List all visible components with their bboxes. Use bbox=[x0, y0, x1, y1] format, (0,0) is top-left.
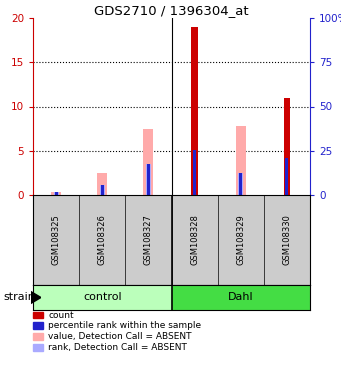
Bar bbox=[238, 173, 243, 195]
Bar bbox=[55, 192, 58, 195]
Bar bbox=[146, 164, 151, 195]
Text: Dahl: Dahl bbox=[228, 293, 254, 303]
Bar bbox=[284, 98, 290, 195]
Bar bbox=[143, 129, 153, 195]
Bar bbox=[100, 185, 105, 195]
Bar bbox=[239, 173, 242, 195]
Bar bbox=[54, 192, 59, 195]
Bar bbox=[147, 164, 150, 195]
Bar bbox=[51, 192, 61, 195]
Text: GSM108330: GSM108330 bbox=[282, 215, 292, 265]
Text: count: count bbox=[48, 311, 74, 319]
Bar bbox=[97, 173, 107, 195]
Text: GSM108326: GSM108326 bbox=[98, 215, 107, 265]
Text: strain: strain bbox=[3, 293, 35, 303]
Text: value, Detection Call = ABSENT: value, Detection Call = ABSENT bbox=[48, 332, 192, 341]
Text: GSM108325: GSM108325 bbox=[51, 215, 61, 265]
Polygon shape bbox=[31, 291, 41, 304]
Bar bbox=[101, 185, 104, 195]
Bar bbox=[285, 158, 288, 195]
Bar bbox=[236, 126, 246, 195]
Text: percentile rank within the sample: percentile rank within the sample bbox=[48, 321, 202, 330]
Bar bbox=[193, 150, 196, 195]
Text: GSM108327: GSM108327 bbox=[144, 215, 153, 265]
Text: rank, Detection Call = ABSENT: rank, Detection Call = ABSENT bbox=[48, 343, 187, 352]
Title: GDS2710 / 1396304_at: GDS2710 / 1396304_at bbox=[94, 4, 249, 17]
FancyBboxPatch shape bbox=[172, 285, 310, 310]
Text: GSM108329: GSM108329 bbox=[236, 215, 245, 265]
Text: control: control bbox=[83, 293, 121, 303]
Text: GSM108328: GSM108328 bbox=[190, 215, 199, 265]
Bar bbox=[191, 27, 198, 195]
FancyBboxPatch shape bbox=[33, 285, 172, 310]
